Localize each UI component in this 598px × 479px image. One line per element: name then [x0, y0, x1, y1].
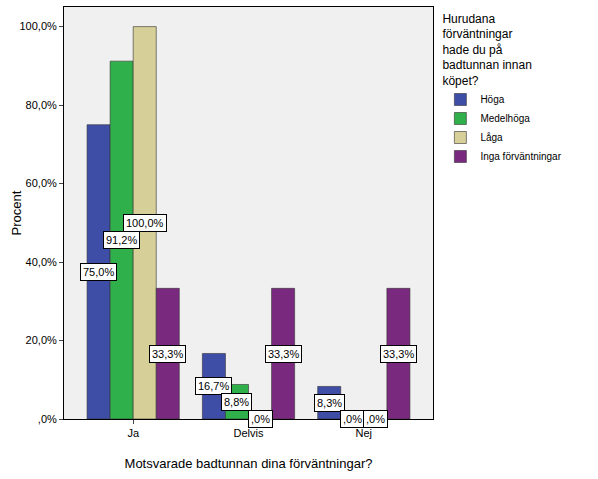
svg-text:Procent: Procent [9, 190, 24, 235]
svg-text:Motsvarade badtunnan dina förv: Motsvarade badtunnan dina förväntningar? [125, 456, 373, 471]
svg-text:8,8%: 8,8% [224, 396, 249, 408]
svg-text:Ja: Ja [127, 427, 140, 439]
svg-text:100,0%: 100,0% [19, 20, 57, 32]
svg-text:Låga: Låga [480, 132, 503, 143]
svg-text:Hurudanaförväntningarhade du p: Hurudanaförväntningarhade du påbadtunnan… [442, 12, 531, 88]
svg-text:80,0%: 80,0% [26, 99, 57, 111]
svg-text:Medelhöga: Medelhöga [480, 113, 530, 124]
svg-text:40,0%: 40,0% [26, 256, 57, 268]
svg-text:,0%: ,0% [343, 413, 362, 425]
svg-text:Delvis: Delvis [234, 427, 264, 439]
svg-text:33,3%: 33,3% [383, 348, 414, 360]
svg-text:33,3%: 33,3% [268, 348, 299, 360]
svg-text:91,2%: 91,2% [106, 234, 137, 246]
svg-text:100,0%: 100,0% [126, 217, 164, 229]
svg-text:Inga förväntningar: Inga förväntningar [480, 151, 561, 162]
svg-text:Höga: Höga [480, 94, 504, 105]
svg-text:16,7%: 16,7% [198, 380, 229, 392]
svg-text:,0%: ,0% [38, 413, 57, 425]
svg-text:,0%: ,0% [366, 413, 385, 425]
svg-text:,0%: ,0% [251, 413, 270, 425]
svg-text:33,3%: 33,3% [152, 348, 183, 360]
svg-text:75,0%: 75,0% [83, 266, 114, 278]
svg-text:20,0%: 20,0% [26, 334, 57, 346]
svg-text:60,0%: 60,0% [26, 177, 57, 189]
svg-text:8,3%: 8,3% [317, 397, 342, 409]
svg-text:Nej: Nej [356, 427, 373, 439]
